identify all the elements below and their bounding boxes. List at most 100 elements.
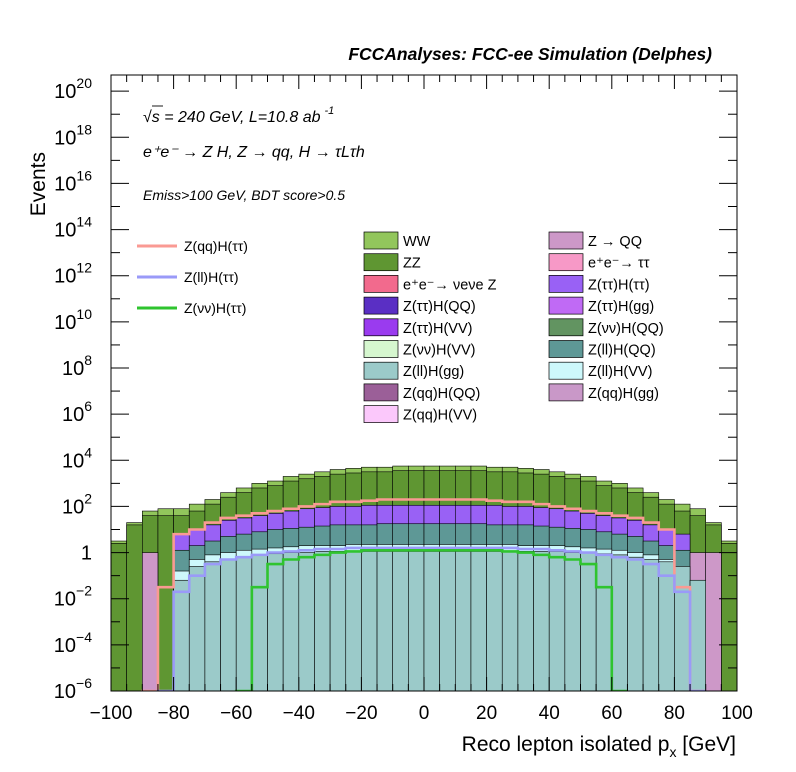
y-tick-label: 1010: [54, 306, 92, 334]
y-tick-label: 10−4: [54, 629, 92, 657]
legend-swatch-Zll_HVV: [548, 361, 584, 380]
bin-Zll_Hgg-16: [361, 551, 378, 691]
bin-Zll_Hgg-28: [548, 551, 566, 691]
bin-ZZ-39: [721, 543, 737, 691]
legend-label-Zll_Hgg: Z(ll)H(gg): [403, 364, 464, 380]
bin-Zll_Hgg-22: [454, 551, 472, 691]
legend-swatch-ZZ: [363, 253, 399, 272]
y-tick-label: 10−6: [54, 675, 92, 703]
legend-label-sig_qq: Z(qq)H(ττ): [184, 238, 248, 254]
bin-Zll_Hgg-21: [439, 551, 456, 691]
legend-label-Zqq_Hgg_bkg: Z(qq)H(gg): [588, 386, 659, 402]
bin-Zll_Hgg-34: [642, 559, 660, 691]
y-tick-label: 1: [81, 543, 92, 565]
legend-label-Ztt_HVV: Z(ττ)H(VV): [403, 321, 472, 337]
bin-Zll_Hgg-20: [423, 551, 440, 691]
bin-Zll_Hgg-30: [580, 552, 597, 691]
bin-Zll_Hgg-27: [533, 551, 550, 691]
bin-Zll_Hgg-9: [251, 554, 268, 691]
axes: −100 −80 −60 −40 −20 0 20 40 60 80 100 10−6 10−4 10−2…: [54, 75, 753, 724]
bin-Zll_Hgg-15: [345, 551, 362, 691]
bin-ZZ-0: [111, 543, 127, 691]
selection-annotation: Emiss>100 GeV, BDT score>0.5: [143, 187, 345, 203]
legend-swatch-Zqq_HVV: [363, 405, 399, 423]
legend-swatch-Znn_HQQ: [548, 318, 584, 337]
bin-Zll_Hgg-10: [267, 553, 284, 691]
legend-label-Zll_HVV: Z(ll)H(VV): [588, 364, 652, 380]
chart-title: FCCAnalyses: FCC-ee Simulation (Delphes): [348, 44, 712, 64]
legend-label-sig_nn: Z(νν)H(ττ): [184, 300, 246, 316]
x-tick-label: −100: [90, 703, 133, 724]
bin-Zll_Hgg-31: [595, 553, 613, 691]
legend-label-Zqq_HQQ: Z(qq)H(QQ): [403, 386, 480, 402]
bin-Zll_Hgg-17: [376, 551, 393, 691]
legend-label-Zll_HQQ: Z(ll)H(QQ): [588, 343, 656, 359]
legend-label-Ztt_HQQ: Z(ττ)H(QQ): [403, 299, 476, 315]
y-tick-label: 1018: [54, 121, 92, 149]
bin-Zll_Hgg-11: [282, 552, 300, 691]
legend-label-tautau: e⁺e⁻→ ττ: [588, 256, 650, 272]
signal-curve-sig_qq: [141, 498, 706, 691]
x-axis-label: Reco lepton isolated px [GeV]: [462, 733, 736, 760]
y-tick-label: 1020: [54, 75, 92, 103]
y-tick-label: 10−2: [54, 583, 92, 611]
bin-Zll_Hgg-13: [314, 551, 331, 691]
legend-swatch-Ztt_Htt: [548, 275, 584, 293]
legend-swatch-Zll_HQQ: [548, 340, 584, 358]
bin-Zll_Hgg-25: [501, 551, 519, 691]
y-axis-label: Events: [27, 152, 50, 216]
x-tick-label: −80: [157, 703, 189, 724]
bin-ZZ-3: [157, 515, 174, 691]
legend-label-Zqq_HVV: Z(qq)H(VV): [403, 408, 477, 424]
legend-swatch-ZQQ: [548, 231, 584, 250]
bin-Zll_Hgg-5: [188, 566, 206, 691]
signal-curves: [141, 498, 706, 691]
x-tick-label: 80: [664, 703, 685, 724]
legend-swatch-Zqq_Hgg_bkg: [548, 383, 584, 402]
bin-Zll_Hgg-29: [564, 552, 581, 691]
bin-Zll_Hgg-12: [298, 552, 315, 691]
bin-Zll_Hgg-36: [674, 566, 691, 691]
legend-swatch-Znn_HVV: [363, 340, 399, 358]
legend-swatch-Zll_Hgg: [363, 361, 399, 380]
bin-Zll_Hgg-8: [235, 556, 253, 691]
bin-Zll_Hgg-4: [173, 579, 190, 691]
bin-ZQQ-38: [705, 552, 722, 691]
energy-annotation: √s = 240 GeV, L=10.8 ab -1: [143, 105, 334, 126]
legend-label-nuenue: e⁺e⁻→ νeνe Z: [403, 277, 497, 293]
process-annotation: e⁺e⁻ → Z H, Z → qq, H → τLτh: [143, 144, 365, 161]
bin-Zll_Hgg-33: [627, 556, 644, 691]
bin-ZZ-1: [126, 524, 143, 691]
bin-Zll_Hgg-23: [470, 551, 487, 691]
x-tick-label: −60: [220, 703, 252, 724]
x-tick-label: −20: [345, 703, 377, 724]
bin-Zll_Hgg-24: [486, 551, 503, 691]
x-tick-label: −40: [283, 703, 315, 724]
legend-label-Znn_HQQ: Z(νν)H(QQ): [588, 321, 664, 337]
legend-swatch-Ztt_HVV: [363, 318, 399, 337]
signal-curve-sig_ll: [156, 546, 706, 691]
bin-Zll_Hgg-14: [329, 551, 347, 691]
legend-label-Ztt_Htt: Z(ττ)H(ττ): [588, 277, 650, 293]
y-tick-label: 106: [62, 398, 92, 426]
bin-ZQQ-2: [142, 552, 159, 691]
bin-Zll_Hgg-32: [611, 554, 628, 691]
bin-Zll_Hgg-35: [658, 561, 675, 691]
legend-swatch-Ztt_HQQ: [363, 296, 399, 315]
legend-label-WW: WW: [403, 234, 431, 250]
legend-swatch-WW: [363, 231, 399, 250]
x-tick-label: 0: [419, 703, 430, 724]
bin-Zll_Hgg-18: [392, 551, 409, 691]
legend-label-Ztt_Hgg: Z(ττ)H(gg): [588, 299, 654, 315]
y-tick-label: 1012: [54, 260, 92, 288]
bin-Zll_Hgg-7: [220, 559, 237, 691]
bin-Zll_Hgg-19: [408, 551, 425, 691]
bin-Zll_Hgg-37: [689, 579, 706, 691]
legend-label-ZZ: ZZ: [403, 256, 421, 272]
x-tick-label: 20: [476, 703, 497, 724]
stack-layer-Zll_Hgg: [173, 551, 706, 691]
legend-swatch-Zqq_HQQ: [363, 383, 399, 402]
y-tick-label: 1016: [54, 167, 92, 195]
y-tick-label: 108: [62, 352, 92, 380]
